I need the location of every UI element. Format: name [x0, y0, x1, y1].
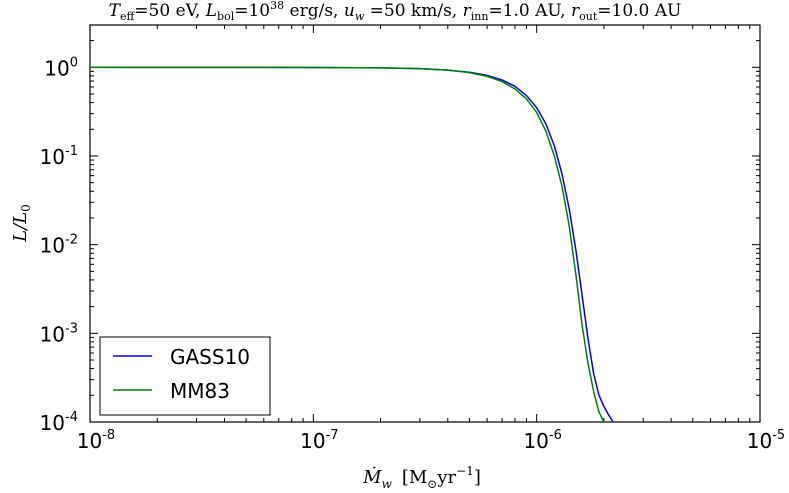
series-lines — [89, 66, 614, 423]
legend-label-mm83: MM83 — [170, 379, 230, 403]
legend: GASS10 MM83 — [99, 336, 271, 416]
legend-label-gass10: GASS10 — [170, 345, 250, 369]
x-tick-label: 10-8 — [77, 428, 115, 453]
plot-frame — [89, 24, 761, 423]
y-tick-label: 10-2 — [40, 233, 78, 258]
y-tick-label: 10-1 — [40, 144, 78, 169]
x-tick-label: 10-5 — [747, 428, 785, 453]
y-axis-label: L/L0 — [10, 204, 33, 243]
x-axis-label: Ṁw [M⊙yr−1] — [362, 464, 481, 491]
legend-box — [99, 336, 271, 416]
chart-title: Teff=50 eV, Lbol=1038 erg/s, uw =50 km/s… — [109, 0, 682, 23]
y-tick-label: 100 — [44, 55, 78, 80]
series-line-mm83 — [89, 66, 605, 423]
x-tick-label: 10-6 — [523, 428, 561, 453]
axis-tick-labels: 10-8 10-7 10-6 10-5 100 10-1 10-2 10-3 10-4 — [40, 55, 786, 453]
y-tick-label: 10-4 — [40, 410, 78, 435]
x-tick-label: 10-7 — [300, 428, 338, 453]
y-tick-label: 10-3 — [40, 321, 78, 346]
axis-ticks — [89, 25, 761, 423]
